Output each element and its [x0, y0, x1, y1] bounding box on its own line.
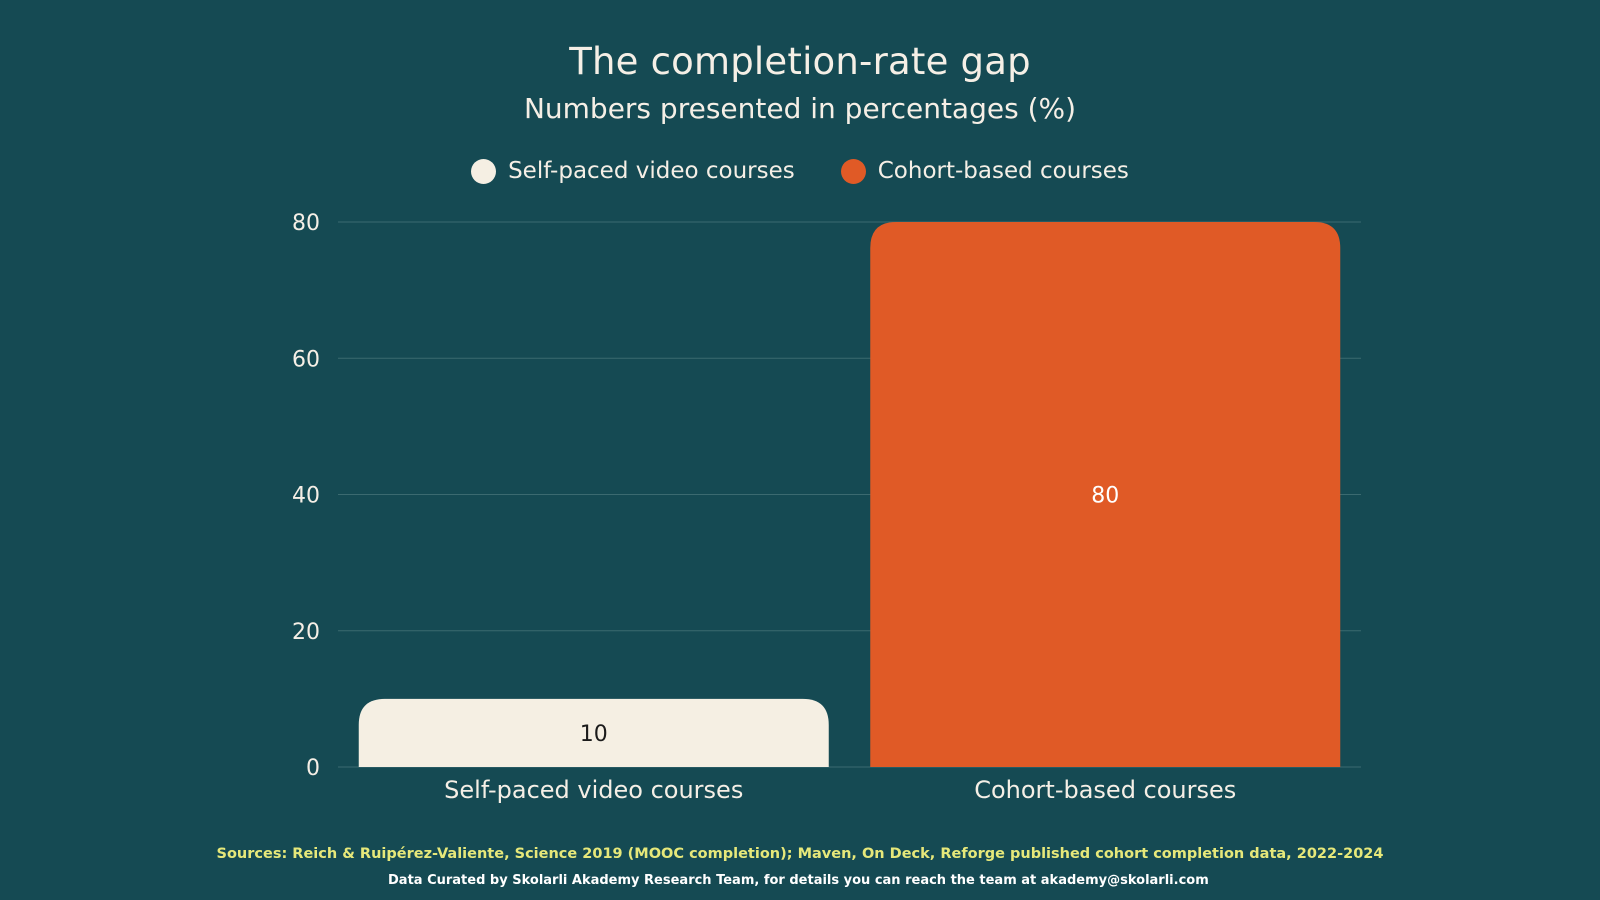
- data-label-0: 10: [580, 722, 608, 747]
- chart-title: The completion-rate gap: [569, 40, 1031, 83]
- bar-1: [870, 222, 1341, 767]
- x-category-label-0: Self-paced video courses: [444, 776, 743, 804]
- legend-swatch-self-paced: [471, 158, 497, 184]
- legend-label-cohort: Cohort-based courses: [877, 158, 1129, 184]
- y-tick-label-40: 40: [292, 484, 320, 509]
- y-tick-label-60: 60: [292, 347, 320, 372]
- data-label-1: 80: [1091, 484, 1119, 509]
- bar-0: [358, 698, 829, 767]
- y-tick-label-80: 80: [292, 211, 320, 236]
- x-category-label-1: Cohort-based courses: [974, 776, 1236, 804]
- credit-note: Data Curated by Skolarli Akademy Researc…: [388, 873, 1209, 888]
- legend-item-self-paced: Self-paced video courses: [471, 158, 795, 184]
- chart-legend: Self-paced video courses Cohort-based co…: [0, 158, 1600, 184]
- y-tick-label-0: 0: [306, 756, 320, 781]
- legend-label-self-paced: Self-paced video courses: [508, 158, 795, 184]
- legend-item-cohort: Cohort-based courses: [840, 158, 1129, 184]
- chart-subtitle: Numbers presented in percentages (%): [523, 92, 1077, 125]
- y-tick-label-20: 20: [292, 620, 320, 645]
- legend-swatch-cohort: [840, 158, 866, 184]
- sources-note: Sources: Reich & Ruipérez-Valiente, Scie…: [216, 846, 1384, 862]
